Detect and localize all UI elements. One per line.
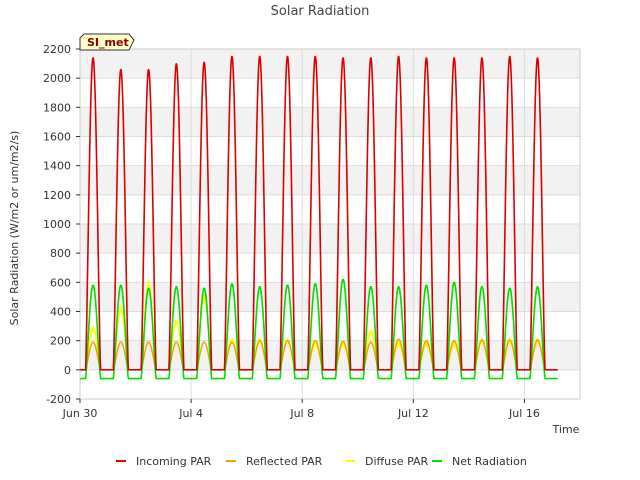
- y-tick-label: 800: [50, 247, 71, 260]
- series-line-incoming-par: [79, 55, 559, 371]
- legend-label: Incoming PAR: [136, 455, 212, 468]
- plot-bands: [80, 49, 580, 370]
- x-tick-label: Jun 30: [62, 407, 98, 420]
- x-axis-ticks: Jun 30 Jul 4 Jul 8 Jul 12 Jul 16: [62, 399, 540, 420]
- y-tick-label: 200: [50, 335, 71, 348]
- legend: Incoming PAR Reflected PAR Diffuse PAR Net …: [116, 455, 527, 468]
- station-tag-box: [79, 33, 135, 51]
- station-tag-label: SI_met: [87, 36, 129, 49]
- y-axis-label: Solar Radiation (W/m2 or um/m2/s): [8, 131, 21, 326]
- x-tick-label: Jul 16: [508, 407, 540, 420]
- y-tick-label: 0: [64, 364, 71, 377]
- plot-band: [80, 340, 580, 370]
- y-tick-label: -200: [46, 393, 71, 406]
- plot-band: [80, 165, 580, 195]
- y-tick-label: 2000: [43, 72, 71, 85]
- plot-band: [80, 107, 580, 137]
- plot-band: [80, 282, 580, 312]
- series-line-net-radiation: [79, 278, 559, 380]
- y-tick-label: 1600: [43, 131, 71, 144]
- series-layer: [79, 55, 559, 380]
- y-tick-label: 1000: [43, 218, 71, 231]
- y-tick-label: 1400: [43, 160, 71, 173]
- y-tick-label: 600: [50, 276, 71, 289]
- x-axis-label: Time: [552, 423, 580, 436]
- y-tick-label: 1200: [43, 189, 71, 202]
- legend-label: Reflected PAR: [246, 455, 323, 468]
- plot-band: [80, 224, 580, 254]
- x-tick-label: Jul 8: [289, 407, 314, 420]
- station-tag: SI_met: [79, 33, 135, 51]
- x-tick-label: Jul 4: [178, 407, 203, 420]
- legend-label: Net Radiation: [452, 455, 527, 468]
- y-tick-label: 1800: [43, 101, 71, 114]
- y-tick-label: 400: [50, 306, 71, 319]
- legend-label: Diffuse PAR: [365, 455, 429, 468]
- y-tick-label: 2200: [43, 43, 71, 56]
- x-tick-label: Jul 12: [397, 407, 429, 420]
- y-axis-ticks: -200 0 200 400 600 800 1000 1200 1400 1600 1800 200…: [43, 43, 80, 406]
- plot-band: [80, 49, 580, 79]
- chart-title: Solar Radiation: [271, 4, 370, 19]
